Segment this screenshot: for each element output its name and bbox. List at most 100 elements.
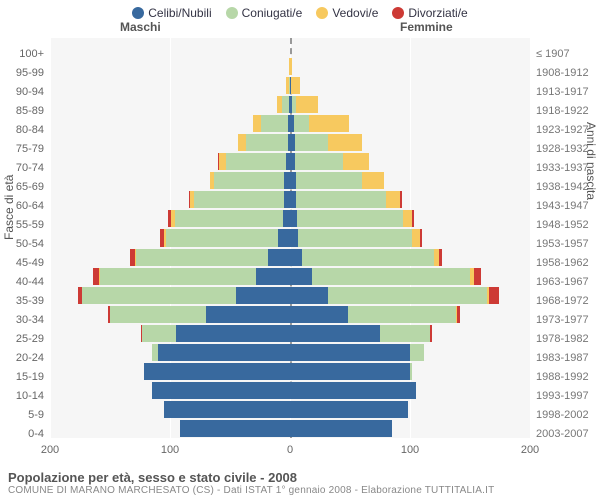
year-label: 1983-1987 — [532, 349, 600, 368]
female-bar — [290, 210, 530, 227]
year-label: 1998-2002 — [532, 406, 600, 425]
legend-swatch — [392, 7, 404, 19]
y-axis-right-labels: ≤ 19071908-19121913-19171918-19221923-19… — [532, 44, 600, 444]
age-label: 10-14 — [0, 387, 48, 406]
year-label: 1948-1952 — [532, 215, 600, 234]
bar-segment — [144, 363, 290, 380]
bar-segment — [256, 268, 290, 285]
bar-segment — [312, 268, 470, 285]
female-bar — [290, 191, 530, 208]
female-bar — [290, 325, 530, 342]
x-tick-label: 0 — [287, 444, 293, 456]
female-bar — [290, 172, 530, 189]
male-bar — [50, 153, 290, 170]
age-label: 55-59 — [0, 215, 48, 234]
bar-segment — [110, 306, 206, 323]
female-bar — [290, 249, 530, 266]
bar-segment — [430, 325, 431, 342]
year-label: 1913-1917 — [532, 82, 600, 101]
bar-segment — [142, 325, 176, 342]
male-bar — [50, 382, 290, 399]
age-label: 15-19 — [0, 368, 48, 387]
bar-segment — [309, 115, 349, 132]
female-bar — [290, 287, 530, 304]
male-bar — [50, 344, 290, 361]
female-header: Femmine — [400, 20, 453, 34]
bar-segment — [328, 287, 486, 304]
age-label: 75-79 — [0, 139, 48, 158]
year-label: 1988-1992 — [532, 368, 600, 387]
bar-segment — [348, 306, 456, 323]
bar-segment — [343, 153, 369, 170]
female-bar — [290, 58, 530, 75]
bar-segment — [290, 344, 410, 361]
legend-label: Celibi/Nubili — [148, 6, 211, 20]
pyramid-row — [50, 38, 530, 57]
female-bar — [290, 344, 530, 361]
age-label: 45-49 — [0, 254, 48, 273]
bar-segment — [152, 382, 290, 399]
male-bar — [50, 134, 290, 151]
bar-segment — [412, 210, 413, 227]
age-label: 30-34 — [0, 311, 48, 330]
bar-segment — [362, 172, 384, 189]
female-bar — [290, 420, 530, 437]
pyramid-row — [50, 362, 530, 381]
bar-segment — [176, 325, 290, 342]
female-bar — [290, 77, 530, 94]
gender-header: Maschi Femmine — [0, 20, 600, 38]
legend-item: Coniugati/e — [226, 6, 303, 20]
bar-segment — [290, 401, 408, 418]
x-tick-label: 200 — [41, 444, 59, 456]
age-label: 5-9 — [0, 406, 48, 425]
female-bar — [290, 268, 530, 285]
male-bar — [50, 268, 290, 285]
bar-segment — [410, 344, 424, 361]
year-label: ≤ 1907 — [532, 44, 600, 63]
female-bar — [290, 229, 530, 246]
year-label: 1973-1977 — [532, 311, 600, 330]
female-bar — [290, 363, 530, 380]
female-bar — [290, 115, 530, 132]
bar-segment — [164, 401, 290, 418]
female-bar — [290, 401, 530, 418]
bar-segment — [296, 96, 318, 113]
male-bar — [50, 115, 290, 132]
bar-segment — [290, 210, 297, 227]
pyramid-row — [50, 95, 530, 114]
x-axis: 2001000100200 — [50, 444, 530, 460]
footer: Popolazione per età, sesso e stato civil… — [8, 470, 592, 496]
year-label: 1963-1967 — [532, 273, 600, 292]
pyramid-row — [50, 381, 530, 400]
bar-segment — [194, 191, 284, 208]
bar-segment — [238, 134, 245, 151]
year-label: 1923-1927 — [532, 120, 600, 139]
bar-segment — [290, 363, 410, 380]
bar-segment — [158, 344, 290, 361]
bar-segment — [82, 287, 236, 304]
age-label: 35-39 — [0, 292, 48, 311]
male-header: Maschi — [120, 20, 161, 34]
bar-segment — [100, 268, 256, 285]
age-label: 40-44 — [0, 273, 48, 292]
pyramid-row — [50, 152, 530, 171]
age-label: 60-64 — [0, 196, 48, 215]
bar-segment — [290, 287, 328, 304]
bar-segment — [297, 210, 403, 227]
male-bar — [50, 249, 290, 266]
pyramid-row — [50, 57, 530, 76]
year-label: 1968-1972 — [532, 292, 600, 311]
pyramid-row — [50, 76, 530, 95]
pyramid-row — [50, 267, 530, 286]
bar-segment — [166, 229, 278, 246]
bar-segment — [489, 287, 499, 304]
age-label: 100+ — [0, 44, 48, 63]
pyramid-row — [50, 248, 530, 267]
bar-segment — [298, 229, 412, 246]
bar-segment — [386, 191, 400, 208]
bar-segment — [439, 249, 443, 266]
age-label: 0-4 — [0, 425, 48, 444]
bar-segment — [410, 363, 412, 380]
year-label: 1943-1947 — [532, 196, 600, 215]
age-label: 20-24 — [0, 349, 48, 368]
